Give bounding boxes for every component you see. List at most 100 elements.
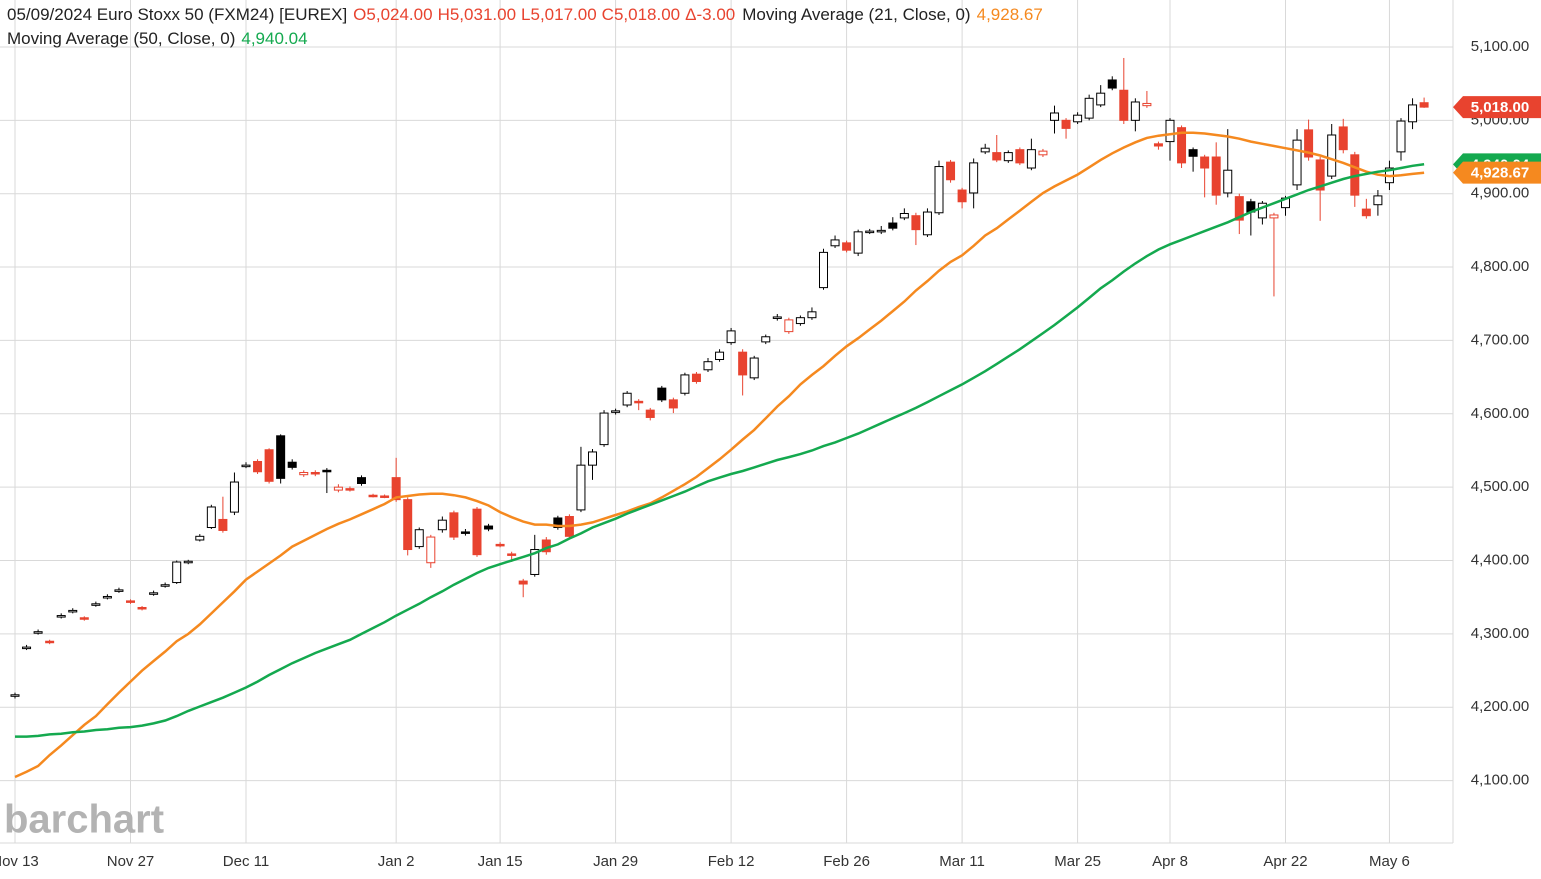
candle-body — [1257, 202, 1267, 219]
candle-body — [1315, 159, 1325, 191]
header-ohlc: O5,024.00 — [353, 5, 432, 24]
x-tick-label: Nov 13 — [0, 853, 39, 870]
candle-body — [1292, 139, 1302, 186]
legend-value: 4,928.67 — [977, 5, 1043, 24]
candle-body — [842, 242, 852, 251]
candle-body — [1200, 156, 1210, 169]
y-tick-label: 4,400.00 — [1471, 552, 1529, 569]
legend-name: Moving Average (21, Close, 0) — [742, 5, 970, 24]
price-tag-label: 4,928.67 — [1471, 165, 1529, 182]
candle-body — [634, 400, 644, 404]
candle-body — [1084, 97, 1094, 119]
legend-value: 4,940.04 — [241, 29, 307, 48]
candle-body — [1188, 149, 1198, 157]
price-tag — [1453, 96, 1541, 119]
candle-body — [229, 481, 239, 513]
candle-body — [738, 351, 748, 376]
header-ohlc: H5,031.00 — [438, 5, 516, 24]
candle-body — [761, 336, 771, 343]
candle-body — [1038, 150, 1048, 156]
candle-body — [299, 471, 309, 476]
y-tick-label: 4,600.00 — [1471, 405, 1529, 422]
x-tick-label: Apr 22 — [1263, 853, 1307, 870]
candle-body — [33, 631, 43, 634]
candle-body — [1304, 129, 1314, 158]
candle-body — [114, 589, 124, 592]
candle-body — [137, 606, 147, 610]
candle-body — [68, 609, 78, 613]
candle-body — [368, 494, 378, 498]
candle-body — [888, 222, 898, 229]
x-tick-label: Dec 11 — [223, 853, 269, 870]
candle-body — [472, 508, 482, 556]
candle-body — [484, 525, 494, 530]
candle-body — [345, 488, 355, 491]
candle-body — [853, 231, 863, 254]
candle-body — [333, 486, 343, 491]
candle-body — [819, 251, 828, 289]
candle-body — [922, 211, 932, 236]
x-tick-label: Feb 12 — [708, 853, 755, 870]
candle-body — [911, 215, 921, 231]
candle-body — [449, 512, 459, 538]
header-title: 05/09/2024 Euro Stoxx 50 (FXM24) [EUREX] — [7, 5, 347, 24]
candle-body — [599, 412, 609, 446]
candle-body — [264, 449, 274, 482]
candle-body — [310, 471, 320, 475]
x-tick-label: Jan 2 — [378, 853, 415, 870]
candle-body — [1107, 79, 1117, 89]
candle-body — [772, 316, 782, 319]
candle-body — [807, 311, 817, 319]
candle-body — [276, 435, 286, 479]
candle-body — [645, 409, 655, 418]
x-tick-label: Nov 27 — [107, 853, 155, 870]
x-tick-label: Apr 8 — [1152, 853, 1188, 870]
candle-body — [1408, 104, 1418, 123]
candle-body — [149, 592, 159, 595]
candle-body — [703, 361, 713, 371]
candle-body — [899, 213, 909, 219]
candle-body — [172, 561, 182, 584]
candle-body — [946, 161, 956, 181]
candle-body — [437, 519, 447, 531]
y-tick-label: 4,500.00 — [1471, 478, 1529, 495]
candle-body — [22, 646, 32, 650]
candle-body — [530, 549, 540, 575]
moving-average-line — [15, 163, 1425, 738]
candle-body — [160, 584, 170, 587]
candle-body — [830, 239, 840, 247]
candle-body — [56, 615, 66, 618]
candle-body — [553, 517, 563, 529]
candle-body — [195, 535, 205, 541]
candle-body — [218, 518, 228, 531]
candle-body — [1419, 102, 1429, 108]
candle-body — [1269, 214, 1279, 219]
y-tick-label: 4,800.00 — [1471, 258, 1529, 275]
x-tick-label: May 6 — [1369, 853, 1410, 870]
candle-body — [1338, 126, 1348, 151]
candle-body — [969, 162, 979, 194]
candle-body — [1015, 149, 1025, 164]
candle-body — [287, 461, 297, 468]
header-line-1: 05/09/2024 Euro Stoxx 50 (FXM24) [EUREX]… — [7, 5, 1043, 24]
price-tags: 4,940.044,928.675,018.00 — [1453, 96, 1541, 184]
candle-body — [865, 230, 875, 234]
candle-body — [460, 531, 470, 534]
candle-body — [1177, 127, 1187, 164]
candle-body — [1026, 149, 1036, 169]
x-tick-label: Jan 29 — [593, 853, 638, 870]
candle-body — [414, 529, 424, 548]
candle-body — [795, 317, 805, 325]
candle-body — [426, 536, 436, 564]
y-tick-label: 4,200.00 — [1471, 698, 1529, 715]
x-tick-label: Jan 15 — [478, 853, 523, 870]
candle-body — [241, 464, 251, 468]
candle-body — [588, 451, 597, 466]
candle-body — [1361, 208, 1371, 217]
candle-body — [1096, 92, 1106, 106]
candle-body — [380, 495, 390, 498]
y-tick-label: 4,700.00 — [1471, 331, 1529, 348]
candle-body — [980, 147, 990, 153]
price-tag-label: 5,018.00 — [1471, 99, 1529, 116]
header-ohlc: Δ-3.00 — [685, 5, 735, 24]
